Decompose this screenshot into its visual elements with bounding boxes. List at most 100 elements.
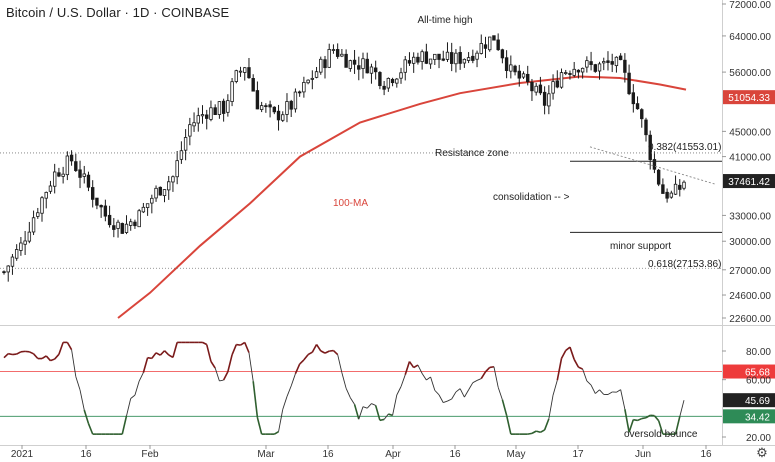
rsi-segment — [586, 380, 592, 386]
candle-body — [188, 124, 192, 137]
candle-body — [441, 58, 445, 61]
candle-body — [471, 55, 475, 61]
candle-body — [614, 56, 619, 67]
candle-body — [602, 61, 606, 64]
candle-body — [264, 105, 268, 108]
rsi-layer — [0, 341, 722, 435]
candle-body — [31, 217, 36, 233]
candle-body — [10, 256, 15, 267]
candle-body — [648, 134, 652, 160]
candle-body — [272, 106, 277, 113]
rsi-segment — [45, 355, 52, 362]
candle-body — [361, 58, 365, 69]
rsi-tick-label: 80.00 — [746, 347, 771, 358]
rsi-segment — [163, 350, 170, 356]
candle-body — [538, 84, 543, 94]
rsi-segment — [455, 388, 461, 393]
rsi-segment — [645, 414, 651, 419]
candle-body — [259, 105, 264, 110]
candle-body — [120, 223, 124, 234]
candle-body — [268, 104, 272, 108]
candle-body — [103, 205, 108, 217]
candle-body — [623, 59, 627, 73]
candle-body — [433, 53, 437, 60]
candle-body — [382, 85, 386, 90]
rsi-segment — [8, 352, 13, 356]
candle-body — [243, 67, 247, 73]
candle-body — [82, 173, 86, 177]
candle-body — [352, 59, 357, 65]
rsi-segment — [531, 430, 537, 435]
candle-body — [513, 65, 517, 73]
rsi-segment — [565, 346, 571, 352]
candle-body — [48, 185, 53, 192]
rsi-segment — [657, 420, 664, 435]
candle-body — [386, 77, 391, 89]
candle-body — [323, 59, 327, 69]
rsi-segment — [463, 389, 469, 398]
candle-body — [69, 154, 74, 162]
candle-body — [14, 249, 19, 259]
time-tick-label: 16 — [322, 449, 334, 460]
candle-body — [247, 67, 251, 79]
candle-body — [407, 60, 412, 64]
rsi-segment — [548, 394, 554, 419]
rsi-segment — [273, 431, 279, 435]
candle-body — [542, 91, 547, 106]
candle-body — [593, 64, 598, 72]
rsi-segment — [616, 389, 621, 393]
candle-body — [19, 242, 23, 251]
time-tick-label: May — [507, 449, 526, 460]
candle-body — [175, 160, 179, 178]
rsi-segment — [286, 385, 292, 397]
candle-body — [150, 197, 154, 204]
price-tick-label: 27000.00 — [729, 266, 771, 277]
candle-body — [276, 110, 281, 121]
candle-body — [2, 271, 6, 274]
candle-body — [466, 57, 471, 61]
candle-body — [44, 191, 48, 199]
rsi-oversold-tag — [723, 409, 775, 424]
rsi-segment — [231, 344, 238, 356]
time-tick-label: Jun — [635, 449, 651, 460]
rsi-segment — [388, 413, 393, 417]
candle-body — [297, 91, 302, 94]
rsi-segment — [430, 376, 436, 391]
annotation-consolidation: consolidation -- > — [493, 192, 570, 203]
candle-body — [310, 77, 315, 80]
price-tick-label: 30000.00 — [729, 237, 771, 248]
rsi-segment — [540, 429, 546, 433]
rsi-segment — [155, 352, 161, 356]
time-tick-label: Apr — [385, 449, 401, 460]
rsi-segment — [468, 382, 474, 391]
rsi-segment — [147, 356, 152, 360]
candle-body — [306, 79, 310, 84]
rsi-segment — [573, 359, 580, 368]
annotation-oversold-bounce: oversold bounce — [624, 429, 698, 440]
rsi-segment — [489, 365, 495, 369]
candle-body — [65, 155, 70, 176]
rsi-segment — [240, 341, 246, 346]
candle-body — [669, 192, 674, 198]
rsi-segment — [41, 355, 47, 360]
rsi-segment — [202, 341, 208, 346]
last-price-label: 37461.42 — [728, 177, 770, 188]
rsi-segment — [620, 389, 626, 410]
candle-body — [107, 214, 112, 226]
candle-body — [285, 101, 289, 115]
rsi-segment — [624, 409, 630, 433]
rsi-segment — [493, 366, 499, 388]
candle-body — [580, 67, 585, 73]
candle-body — [289, 100, 293, 110]
candle-body — [428, 58, 433, 65]
annotation-all-time-high: All-time high — [417, 15, 472, 26]
price-tick-label: 24600.00 — [729, 291, 771, 302]
candle-body — [133, 221, 137, 227]
rsi-segment — [451, 391, 457, 400]
candle-body — [597, 63, 602, 72]
gear-icon[interactable]: ⚙ — [756, 445, 768, 460]
candle-body — [27, 231, 32, 242]
candle-body — [226, 100, 230, 113]
candle-body — [445, 51, 450, 60]
rsi-segment — [282, 396, 288, 410]
